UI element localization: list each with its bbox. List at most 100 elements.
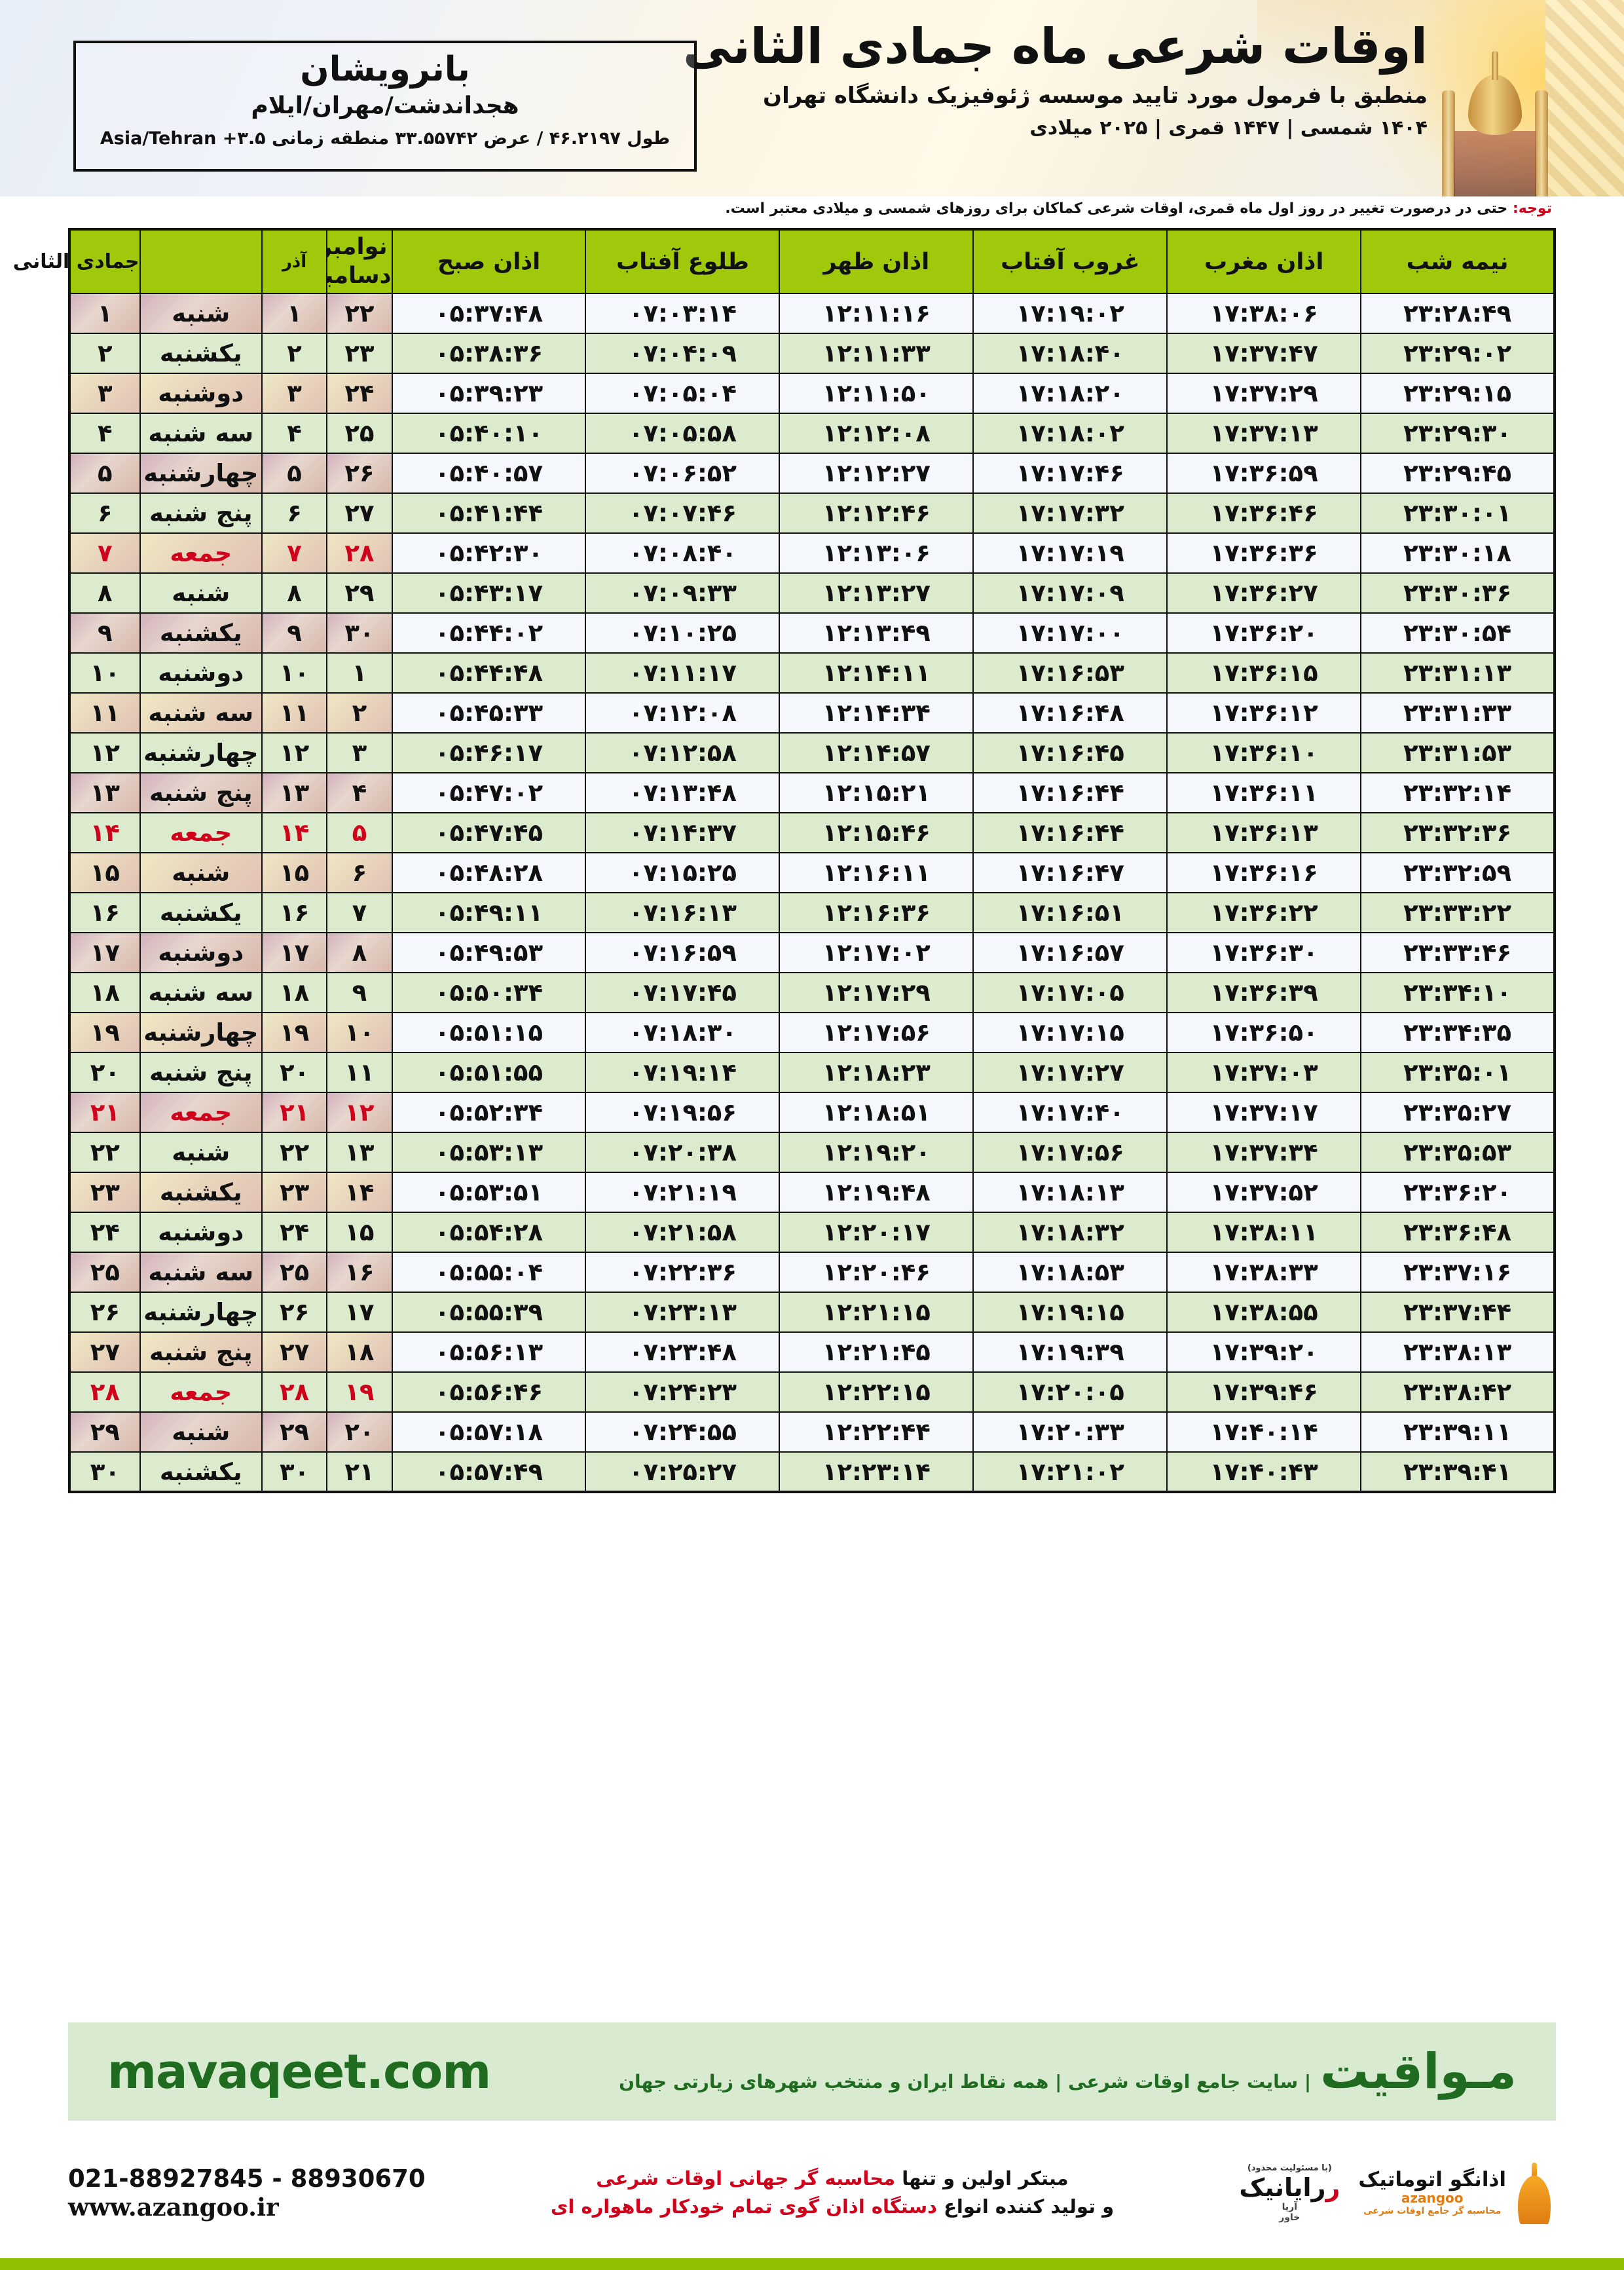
promo-website-url[interactable]: mavaqeet.com (107, 2044, 491, 2099)
cell-solar-day: ۲۳ (261, 1172, 328, 1213)
cell-maghrib: ۱۷:۳۷:۵۲ (1166, 1172, 1362, 1213)
cell-sunset: ۱۷:۱۶:۵۷ (972, 932, 1168, 973)
table-row: ۲۳:۳۳:۲۲ ۱۷:۳۶:۲۲ ۱۷:۱۶:۵۱ ۱۲:۱۶:۳۶ ۰۷:۱۶:۱۳… (69, 892, 1555, 933)
cell-gregorian-day: ۱۴ (326, 1172, 393, 1213)
cell-sunset: ۱۷:۱۹:۱۵ (972, 1292, 1168, 1333)
cell-maghrib: ۱۷:۳۸:۵۵ (1166, 1292, 1362, 1333)
cell-midnight: ۲۳:۳۷:۱۶ (1360, 1252, 1555, 1293)
cell-maghrib: ۱۷:۳۶:۱۵ (1166, 652, 1362, 694)
cell-sunset: ۱۷:۱۷:۱۵ (972, 1012, 1168, 1053)
cell-solar-day: ۱۳ (261, 772, 328, 813)
cell-hijri-day: ۴ (69, 413, 141, 454)
azangoo-name-en: azangoo (1401, 2190, 1464, 2206)
cell-gregorian-day: ۱۲ (326, 1092, 393, 1133)
cell-sunset: ۱۷:۱۷:۵۶ (972, 1132, 1168, 1173)
cell-fajr: ۰۵:۴۳:۱۷ (391, 572, 587, 614)
cell-gregorian-day: ۲۱ (326, 1451, 393, 1493)
cell-hijri-day: ۲۰ (69, 1052, 141, 1093)
cell-dhuhr: ۱۲:۲۱:۴۵ (779, 1331, 974, 1373)
cell-gregorian-day: ۱۶ (326, 1252, 393, 1293)
cell-sunrise: ۰۷:۲۱:۵۸ (585, 1212, 781, 1253)
cell-dhuhr: ۱۲:۲۲:۴۴ (779, 1411, 974, 1453)
cell-solar-day: ۹ (261, 612, 328, 654)
cell-dhuhr: ۱۲:۱۸:۲۳ (779, 1052, 974, 1093)
rayaneek-subtext-1: آریا (1282, 2201, 1298, 2212)
cell-hijri-day: ۲۲ (69, 1132, 141, 1173)
gregorian-month-line1: نوامبر (318, 233, 388, 260)
cell-maghrib: ۱۷:۴۰:۴۳ (1166, 1451, 1362, 1493)
cell-fajr: ۰۵:۵۷:۴۹ (391, 1451, 587, 1493)
cell-midnight: ۲۳:۳۷:۴۴ (1360, 1292, 1555, 1333)
cell-fajr: ۰۵:۵۵:۳۹ (391, 1292, 587, 1333)
cell-weekday: چهارشنبه (139, 1292, 263, 1333)
cell-solar-day: ۷ (261, 532, 328, 574)
cell-solar-day: ۱۱ (261, 692, 328, 734)
cell-gregorian-day: ۹ (326, 972, 393, 1013)
cell-maghrib: ۱۷:۳۶:۵۰ (1166, 1012, 1362, 1053)
cell-solar-day: ۱۸ (261, 972, 328, 1013)
cell-hijri-day: ۱۲ (69, 732, 141, 773)
cell-solar-day: ۲ (261, 333, 328, 374)
shrine-base-icon (1454, 131, 1536, 196)
table-row: ۲۳:۳۸:۴۲ ۱۷:۳۹:۴۶ ۱۷:۲۰:۰۵ ۱۲:۲۲:۱۵ ۰۷:۲۴:۲۳… (69, 1371, 1555, 1413)
cell-maghrib: ۱۷:۳۸:۰۶ (1166, 293, 1362, 334)
cell-midnight: ۲۳:۳۰:۳۶ (1360, 572, 1555, 614)
table-row: ۲۳:۳۹:۱۱ ۱۷:۴۰:۱۴ ۱۷:۲۰:۳۳ ۱۲:۲۲:۴۴ ۰۷:۲۴:۵۵… (69, 1411, 1555, 1453)
cell-gregorian-day: ۳۰ (326, 612, 393, 654)
cell-midnight: ۲۳:۳۱:۱۳ (1360, 652, 1555, 694)
cell-sunrise: ۰۷:۱۹:۱۴ (585, 1052, 781, 1093)
table-row: ۲۳:۳۴:۱۰ ۱۷:۳۶:۳۹ ۱۷:۱۷:۰۵ ۱۲:۱۷:۲۹ ۰۷:۱۷:۴۵… (69, 972, 1555, 1013)
cell-dhuhr: ۱۲:۱۴:۳۴ (779, 692, 974, 734)
cell-weekday: دوشنبه (139, 1212, 263, 1253)
footer-website[interactable]: www.azangoo.ir (68, 2192, 279, 2222)
promo-tagline: | سایت جامع اوقات شرعی | همه نقاط ایران … (619, 2071, 1312, 2093)
cell-midnight: ۲۳:۳۴:۳۵ (1360, 1012, 1555, 1053)
cell-maghrib: ۱۷:۳۶:۱۱ (1166, 772, 1362, 813)
rayaneek-subtext-2: خاور (1279, 2212, 1301, 2223)
minaret-left-icon (1442, 90, 1455, 196)
cell-sunset: ۱۷:۱۹:۳۹ (972, 1331, 1168, 1373)
cell-sunset: ۱۷:۱۷:۴۰ (972, 1092, 1168, 1133)
cell-fajr: ۰۵:۴۲:۳۰ (391, 532, 587, 574)
cell-sunrise: ۰۷:۲۱:۱۹ (585, 1172, 781, 1213)
cell-solar-day: ۱۶ (261, 892, 328, 933)
cell-weekday: دوشنبه (139, 652, 263, 694)
col-header-hijri-month: جمادی الثانی (13, 229, 141, 294)
cell-sunrise: ۰۷:۱۶:۵۹ (585, 932, 781, 973)
cell-gregorian-day: ۲۰ (326, 1411, 393, 1453)
cell-hijri-day: ۱۹ (69, 1012, 141, 1053)
cell-sunrise: ۰۷:۲۰:۳۸ (585, 1132, 781, 1173)
cell-midnight: ۲۳:۳۹:۴۱ (1360, 1451, 1555, 1493)
cell-maghrib: ۱۷:۳۶:۱۰ (1166, 732, 1362, 773)
cell-hijri-day: ۸ (69, 572, 141, 614)
cell-fajr: ۰۵:۴۹:۱۱ (391, 892, 587, 933)
cell-sunset: ۱۷:۱۶:۵۱ (972, 892, 1168, 933)
cell-gregorian-day: ۲۸ (326, 532, 393, 574)
cell-dhuhr: ۱۲:۲۱:۱۵ (779, 1292, 974, 1333)
cell-maghrib: ۱۷:۳۶:۳۶ (1166, 532, 1362, 574)
cell-fajr: ۰۵:۵۵:۰۴ (391, 1252, 587, 1293)
table-row: ۲۳:۳۷:۱۶ ۱۷:۳۸:۳۳ ۱۷:۱۸:۵۳ ۱۲:۲۰:۴۶ ۰۷:۲۲:۳۶… (69, 1252, 1555, 1293)
table-row: ۲۳:۳۵:۵۳ ۱۷:۳۷:۳۴ ۱۷:۱۷:۵۶ ۱۲:۱۹:۲۰ ۰۷:۲۰:۳۸… (69, 1132, 1555, 1173)
cell-maghrib: ۱۷:۳۷:۰۳ (1166, 1052, 1362, 1093)
cell-gregorian-day: ۵ (326, 812, 393, 853)
cell-weekday: جمعه (139, 1092, 263, 1133)
col-header-fajr: اذان صبح (391, 229, 587, 294)
cell-hijri-day: ۲ (69, 333, 141, 374)
cell-weekday: پنج شنبه (139, 1331, 263, 1373)
cell-sunset: ۱۷:۱۷:۰۰ (972, 612, 1168, 654)
table-row: ۲۳:۲۹:۰۲ ۱۷:۳۷:۴۷ ۱۷:۱۸:۴۰ ۱۲:۱۱:۳۳ ۰۷:۰۴:۰۹… (69, 333, 1555, 374)
col-header-dhuhr: اذان ظهر (779, 229, 974, 294)
cell-midnight: ۲۳:۳۰:۱۸ (1360, 532, 1555, 574)
cell-maghrib: ۱۷:۳۷:۱۷ (1166, 1092, 1362, 1133)
cell-solar-day: ۲۰ (261, 1052, 328, 1093)
cell-weekday: سه شنبه (139, 1252, 263, 1293)
cell-hijri-day: ۲۶ (69, 1292, 141, 1333)
cell-dhuhr: ۱۲:۱۲:۰۸ (779, 413, 974, 454)
cell-midnight: ۲۳:۲۸:۴۹ (1360, 293, 1555, 334)
cell-solar-day: ۲۷ (261, 1331, 328, 1373)
note-text: حتی در درصورت تغییر در روز اول ماه قمری،… (725, 200, 1508, 217)
cell-fajr: ۰۵:۴۶:۱۷ (391, 732, 587, 773)
cell-weekday: شنبه (139, 293, 263, 334)
cell-hijri-day: ۲۷ (69, 1331, 141, 1373)
